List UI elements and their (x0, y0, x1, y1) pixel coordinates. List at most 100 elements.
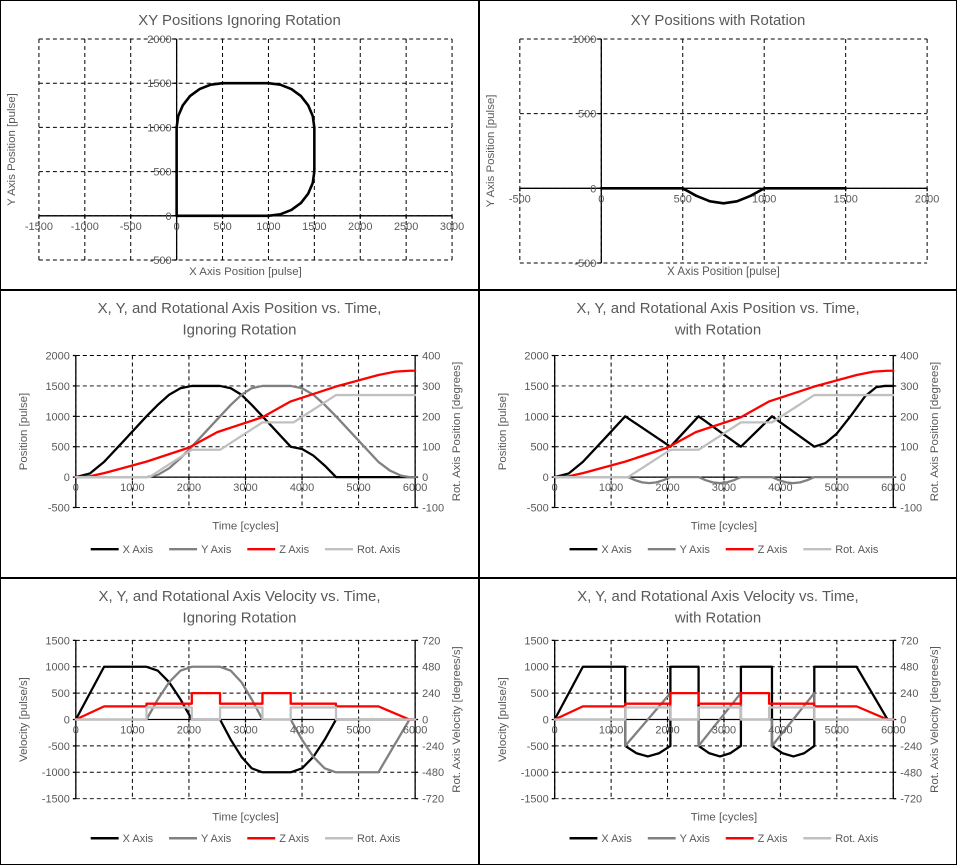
legend-item: Z Axis (247, 833, 310, 845)
y2-tick-label: 400 (900, 351, 918, 363)
x-tick-label: 1500 (302, 221, 326, 233)
legend-label: Rot. Axis (835, 544, 879, 556)
y-tick-label: 500 (578, 109, 596, 121)
y-axis-title: Velocity [pulse/s] (497, 677, 509, 762)
x-tick-label: 5000 (825, 724, 849, 736)
y-tick-label: 1500 (524, 635, 548, 647)
chart-xy-with-rotation: -500 0 500 1000 1500 2000 -500 0 500 1000 XY Posit… (479, 0, 957, 290)
y2-axis-title: Rot. Axis Position [degrees] (451, 362, 463, 502)
y-tick-label: 2000 (524, 351, 548, 363)
y2-axis-title: Rot. Axis Velocity [degrees/s] (451, 646, 463, 792)
chart-title: XY Positions Ignoring Rotation (138, 12, 341, 29)
legend-label: Z Axis (758, 544, 788, 556)
x-tick-label: 6000 (881, 482, 905, 494)
x-tick-label: 1000 (256, 221, 280, 233)
x-axis-title: X Axis Position [pulse] (667, 266, 780, 278)
y-tick-label: 500 (153, 167, 171, 179)
legend-label: Rot. Axis (357, 833, 401, 845)
y-axis-title: Y Axis Position [pulse] (6, 93, 18, 206)
y-tick-label: 1000 (45, 662, 69, 674)
x-tick-label: 2000 (915, 193, 939, 205)
series-y-axis (74, 665, 417, 774)
x-tick-label: 1000 (752, 193, 776, 205)
y2-tick-label: 0 (422, 715, 428, 727)
y-tick-label: -500 (574, 258, 596, 270)
y2-tick-label: 720 (900, 635, 918, 647)
legend-label: X Axis (601, 833, 632, 845)
series-rot-axis (553, 393, 895, 479)
legend-label: Y Axis (680, 544, 711, 556)
legend-label: X Axis (123, 833, 154, 845)
legend: X Axis Y Axis Z Axis Rot. Axis (569, 544, 879, 556)
x-tick-label: -500 (509, 193, 531, 205)
y2-tick-label: -720 (422, 794, 444, 806)
y2-axis-title: Rot. Axis Velocity [degrees/s] (929, 646, 941, 793)
chart-xy-ignoring-rotation: -1500 -1000 -500 0 500 1000 1500 2000 2500 3000 -5… (0, 0, 479, 290)
y2-tick-label: 100 (900, 442, 918, 454)
legend-item: Y Axis (647, 544, 711, 556)
y2-tick-label: -240 (900, 741, 922, 753)
series-rot-axis (74, 706, 417, 721)
y2-tick-label: -480 (900, 767, 922, 779)
legend-item: X Axis (569, 833, 632, 845)
tick-labels: 0 1000 2000 3000 4000 5000 6000-50005001000150… (524, 351, 922, 515)
x-tick-label: 5000 (825, 482, 849, 494)
y-tick-label: 1000 (524, 662, 548, 674)
x-tick-label: 3000 (233, 724, 257, 736)
x-tick-label: -500 (120, 221, 142, 233)
x-tick-label: 2000 (348, 221, 372, 233)
y-tick-label: 0 (166, 211, 172, 223)
x-tick-label: 5000 (346, 482, 370, 494)
x-axis-title: Time [cycles] (212, 520, 278, 532)
y-tick-label: -500 (527, 741, 549, 753)
y-tick-label: 500 (530, 442, 548, 454)
legend: X Axis Y Axis Z Axis Rot. Axis (569, 833, 879, 845)
tick-labels: 0 1000 2000 3000 4000 5000 6000-1500-1000-5000… (521, 635, 922, 805)
y-tick-label: 1000 (147, 122, 171, 134)
y-tick-label: 1000 (572, 34, 596, 46)
chart-vel-time-ignoring: 0 1000 2000 3000 4000 5000 6000 -1500 -1000 -500 0… (0, 578, 479, 865)
legend-label: Z Axis (279, 833, 309, 845)
y-tick-label: 0 (543, 715, 549, 727)
series-x-axis (553, 384, 895, 479)
y-axis-title: Velocity [pulse/s] (18, 677, 30, 762)
chart-title: X, Y, and Rotational Axis Velocity vs. T… (98, 589, 380, 605)
y-tick-label: -1500 (521, 794, 549, 806)
y-tick-label: 0 (543, 472, 549, 484)
pos-time-with-svg: 0 1000 2000 3000 4000 5000 6000-50005001000150… (480, 291, 956, 577)
x-tick-label: 2000 (655, 482, 679, 494)
x-tick-label: 3000 (712, 724, 736, 736)
legend-label: Z Axis (279, 544, 309, 556)
y-tick-label: 1500 (524, 381, 548, 393)
legend-item: X Axis (90, 544, 154, 556)
x-tick-label: 0 (73, 724, 79, 736)
y-tick-label: 2000 (45, 351, 69, 363)
y-tick-label: -1000 (42, 767, 70, 779)
series-x-axis (553, 665, 895, 758)
y-tick-label: 1500 (45, 635, 69, 647)
y-tick-label: 0 (64, 472, 70, 484)
x-tick-label: 2000 (177, 724, 201, 736)
x-tick-label: 500 (213, 221, 231, 233)
x-tick-label: -1500 (25, 221, 53, 233)
series-z-axis (553, 369, 895, 479)
x-tick-label: 6000 (881, 724, 905, 736)
y-tick-label: 0 (64, 715, 70, 727)
x-tick-label: 4000 (290, 482, 314, 494)
chart-pos-time-with: 0 1000 2000 3000 4000 5000 6000 -500 0 500 1000 150… (479, 290, 957, 578)
y-tick-label: -500 (48, 741, 70, 753)
y2-tick-label: 0 (900, 715, 906, 727)
x-axis-title: Time [cycles] (212, 811, 278, 823)
x-tick-label: 3000 (440, 221, 464, 233)
series-y-axis (553, 691, 895, 748)
x-tick-label: 1500 (833, 193, 857, 205)
y-tick-label: 1500 (45, 381, 69, 393)
legend-item: Z Axis (725, 833, 788, 845)
legend-label: X Axis (601, 544, 632, 556)
x-tick-label: 6000 (403, 724, 427, 736)
y2-tick-label: 300 (422, 381, 440, 393)
x-tick-label: 6000 (403, 482, 427, 494)
chart-vel-time-with: 0 1000 2000 3000 4000 5000 6000 -1500 -1000 -500 0… (479, 578, 957, 865)
y2-tick-label: 240 (900, 688, 918, 700)
y2-tick-label: 0 (422, 472, 428, 484)
